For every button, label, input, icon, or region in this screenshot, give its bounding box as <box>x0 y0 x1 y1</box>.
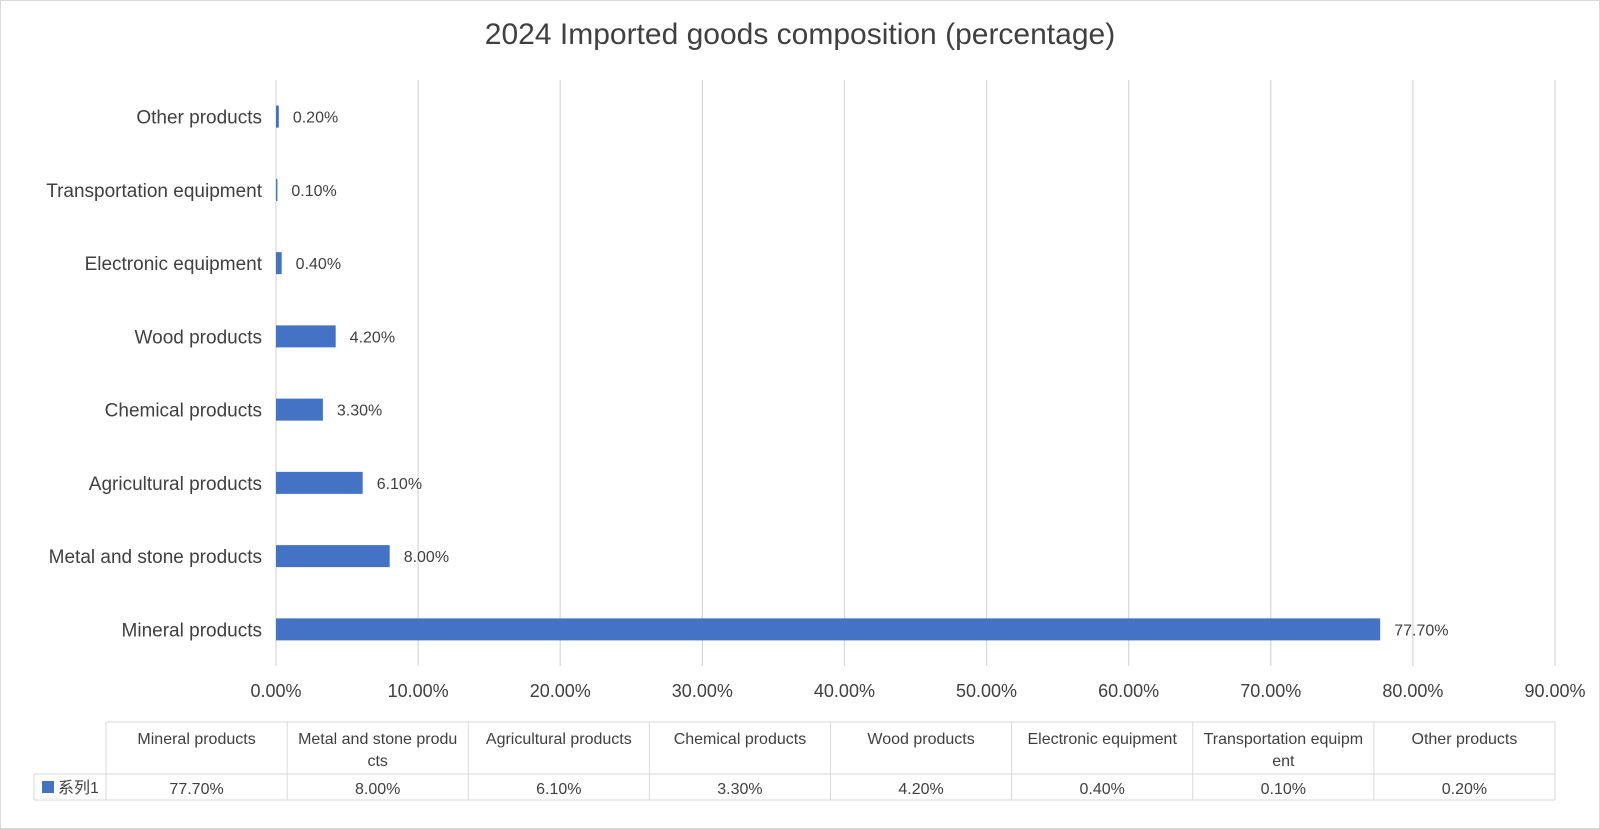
table-cell: 4.20% <box>898 781 943 798</box>
bar <box>276 178 278 201</box>
data-table: Mineral products Metal and stone produ cts… <box>33 721 1556 801</box>
table-header: Mineral products <box>137 731 255 748</box>
category-label: Other products <box>136 108 262 129</box>
category-label: Electronic equipment <box>85 254 263 275</box>
data-label: 0.40% <box>296 256 341 273</box>
category-label: Metal and stone products <box>49 547 262 568</box>
x-tick-label: 50.00% <box>956 681 1017 701</box>
category-label: Transportation equipment <box>46 181 263 202</box>
x-tick-label: 30.00% <box>672 681 733 701</box>
table-header: Transportation equipm <box>1204 731 1364 748</box>
table-cell: 6.10% <box>536 781 581 798</box>
category-label: Mineral products <box>122 620 262 641</box>
x-tick-label: 90.00% <box>1524 681 1585 701</box>
data-label: 6.10% <box>377 476 422 493</box>
table-header: cts <box>367 753 387 770</box>
x-tick-label: 60.00% <box>1098 681 1159 701</box>
table-header: ent <box>1272 753 1295 770</box>
category-label: Chemical products <box>105 401 262 422</box>
gridlines <box>275 80 1556 666</box>
bar <box>276 325 336 348</box>
data-label: 0.20% <box>293 110 338 127</box>
bar <box>276 105 279 128</box>
bar <box>276 398 323 421</box>
bar <box>276 471 363 494</box>
table-cell: 3.30% <box>717 781 762 798</box>
legend-key <box>42 781 54 793</box>
x-tick-label: 80.00% <box>1382 681 1443 701</box>
category-label: Wood products <box>135 327 262 348</box>
bar <box>276 545 390 568</box>
table-cell: 0.40% <box>1080 781 1125 798</box>
data-label: 4.20% <box>350 329 395 346</box>
chart-title: 2024 Imported goods composition (percent… <box>485 18 1115 51</box>
x-tick-label: 20.00% <box>530 681 591 701</box>
table-cell: 0.10% <box>1261 781 1306 798</box>
category-label: Agricultural products <box>89 474 262 495</box>
x-tick-label: 40.00% <box>814 681 875 701</box>
table-header: Wood products <box>867 731 974 748</box>
table-cell: 77.70% <box>169 781 223 798</box>
table-cell: 8.00% <box>355 781 400 798</box>
x-axis-ticks: 0.00% 10.00% 20.00% 30.00% 40.00% 50.00% 60.00… <box>250 681 1585 701</box>
table-header: Chemical products <box>674 731 807 748</box>
table-header: Electronic equipment <box>1027 731 1177 748</box>
table-header: Agricultural products <box>486 731 632 748</box>
bar <box>276 618 1381 641</box>
data-label: 77.70% <box>1394 622 1448 639</box>
x-tick-label: 10.00% <box>388 681 449 701</box>
table-row-label: 系列1 <box>58 779 99 797</box>
data-label: 8.00% <box>404 549 449 566</box>
table-cell: 0.20% <box>1442 781 1487 798</box>
bars: 77.70% 8.00% 6.10% 3.30% 4.20% 0.40% 0.10% 0.20… <box>276 105 1448 641</box>
table-header: Metal and stone produ <box>298 731 457 748</box>
data-label: 3.30% <box>337 403 382 420</box>
x-tick-label: 0.00% <box>250 681 301 701</box>
table-header: Other products <box>1412 731 1518 748</box>
bar <box>276 252 282 275</box>
data-label: 0.10% <box>291 183 336 200</box>
x-tick-label: 70.00% <box>1240 681 1301 701</box>
category-labels: Mineral products Metal and stone products… <box>46 108 263 642</box>
